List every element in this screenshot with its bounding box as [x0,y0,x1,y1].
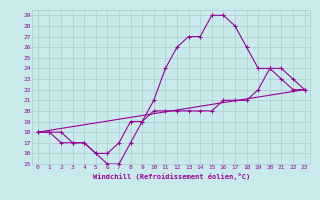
X-axis label: Windchill (Refroidissement éolien,°C): Windchill (Refroidissement éolien,°C) [92,173,250,180]
